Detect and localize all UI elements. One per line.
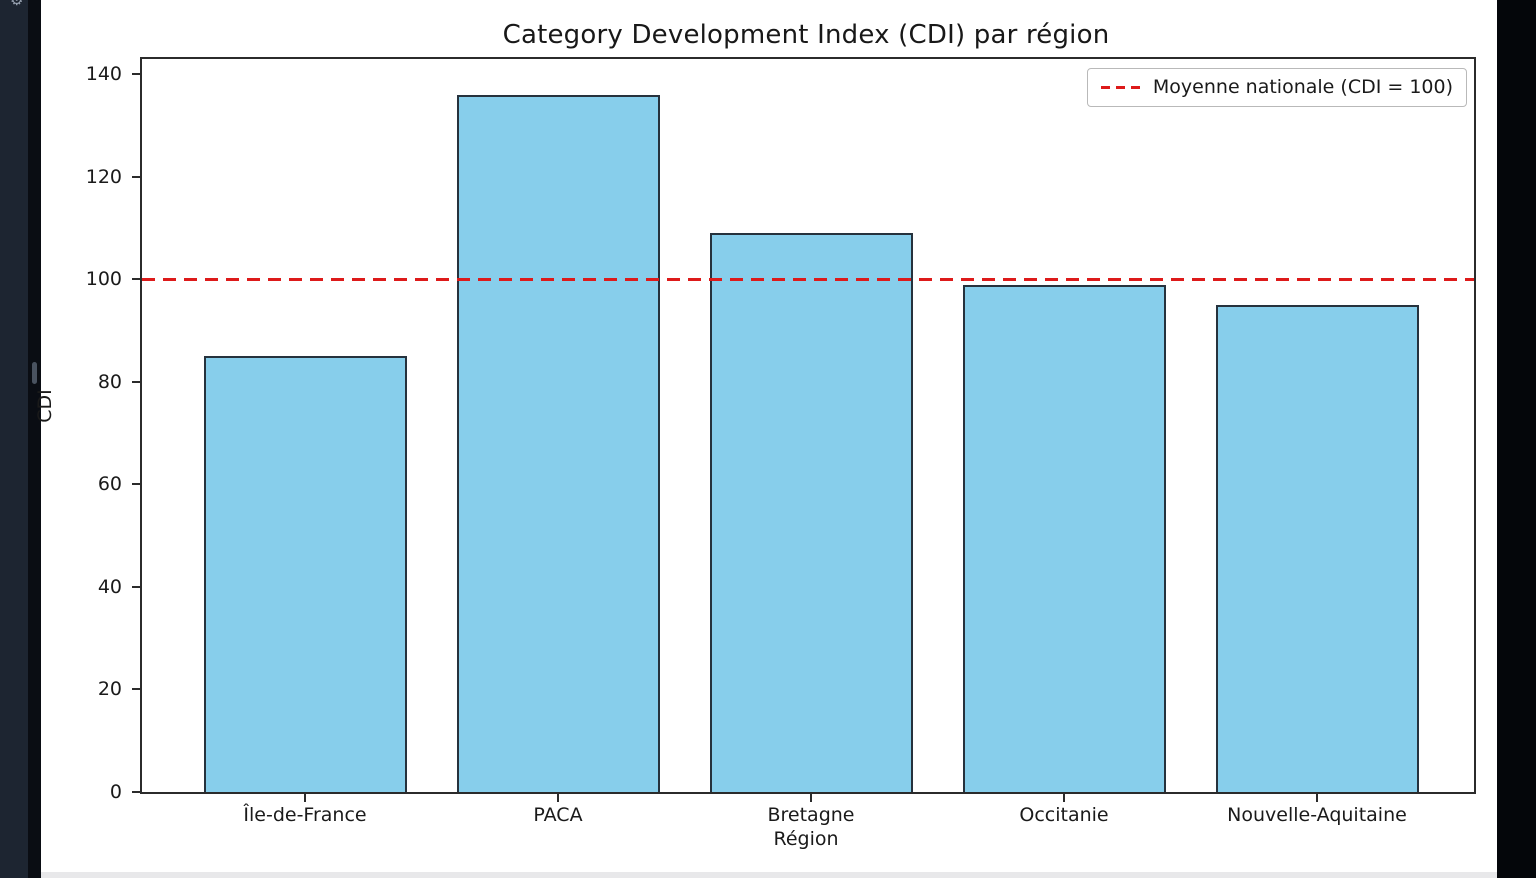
reference-line [142, 277, 1474, 281]
x-tick [810, 794, 812, 802]
y-axis-label: CDI [34, 389, 56, 423]
y-tick-label: 120 [85, 165, 122, 188]
bottom-bar [41, 872, 1497, 878]
x-tick [1063, 794, 1065, 802]
bar [1215, 305, 1419, 792]
chart-title: Category Development Index (CDI) par rég… [502, 20, 1110, 50]
legend-label: Moyenne nationale (CDI = 100) [1152, 76, 1453, 98]
x-tick-label: Nouvelle-Aquitaine [1227, 804, 1407, 826]
x-tick-label: Bretagne [767, 804, 855, 826]
x-tick [1316, 794, 1318, 802]
x-tick [304, 794, 306, 802]
y-tick-label: 20 [97, 678, 122, 701]
x-tick-label: Île-de-France [243, 804, 367, 826]
plot-area: Moyenne nationale (CDI = 100) 0 20 40 60 80 1… [86, 57, 1476, 826]
y-tick-label: 40 [97, 575, 122, 598]
right-panel [1497, 0, 1536, 878]
bar [456, 94, 660, 792]
y-tick [132, 175, 140, 178]
y-tick [132, 380, 140, 383]
gear-icon[interactable]: ⚙ [10, 0, 24, 9]
legend: Moyenne nationale (CDI = 100) [1086, 68, 1467, 107]
bar [962, 284, 1166, 792]
y-tick [132, 791, 140, 793]
x-tick-label: PACA [533, 804, 583, 826]
y-tick [132, 73, 140, 76]
left-sidebar: ⚙ [0, 0, 28, 878]
dashed-line-sample-icon [1100, 85, 1141, 89]
bar [203, 356, 407, 792]
y-tick-label: 140 [85, 63, 122, 86]
y-tick-label: 0 [109, 781, 122, 803]
y-tick [132, 278, 140, 281]
y-tick [132, 483, 140, 486]
y-tick-label: 60 [97, 473, 122, 496]
scrollbar-thumb[interactable] [32, 362, 37, 384]
x-tick-label: Occitanie [1019, 804, 1109, 826]
chart-figure: Category Development Index (CDI) par rég… [34, 0, 1497, 872]
y-tick-label: 80 [97, 370, 122, 393]
y-tick [132, 688, 140, 691]
x-tick [557, 794, 559, 802]
y-tick-label: 100 [85, 268, 122, 291]
scrollbar-track [28, 0, 41, 878]
bar [709, 233, 913, 792]
x-axis-label: Région [773, 828, 839, 850]
y-tick [132, 585, 140, 588]
